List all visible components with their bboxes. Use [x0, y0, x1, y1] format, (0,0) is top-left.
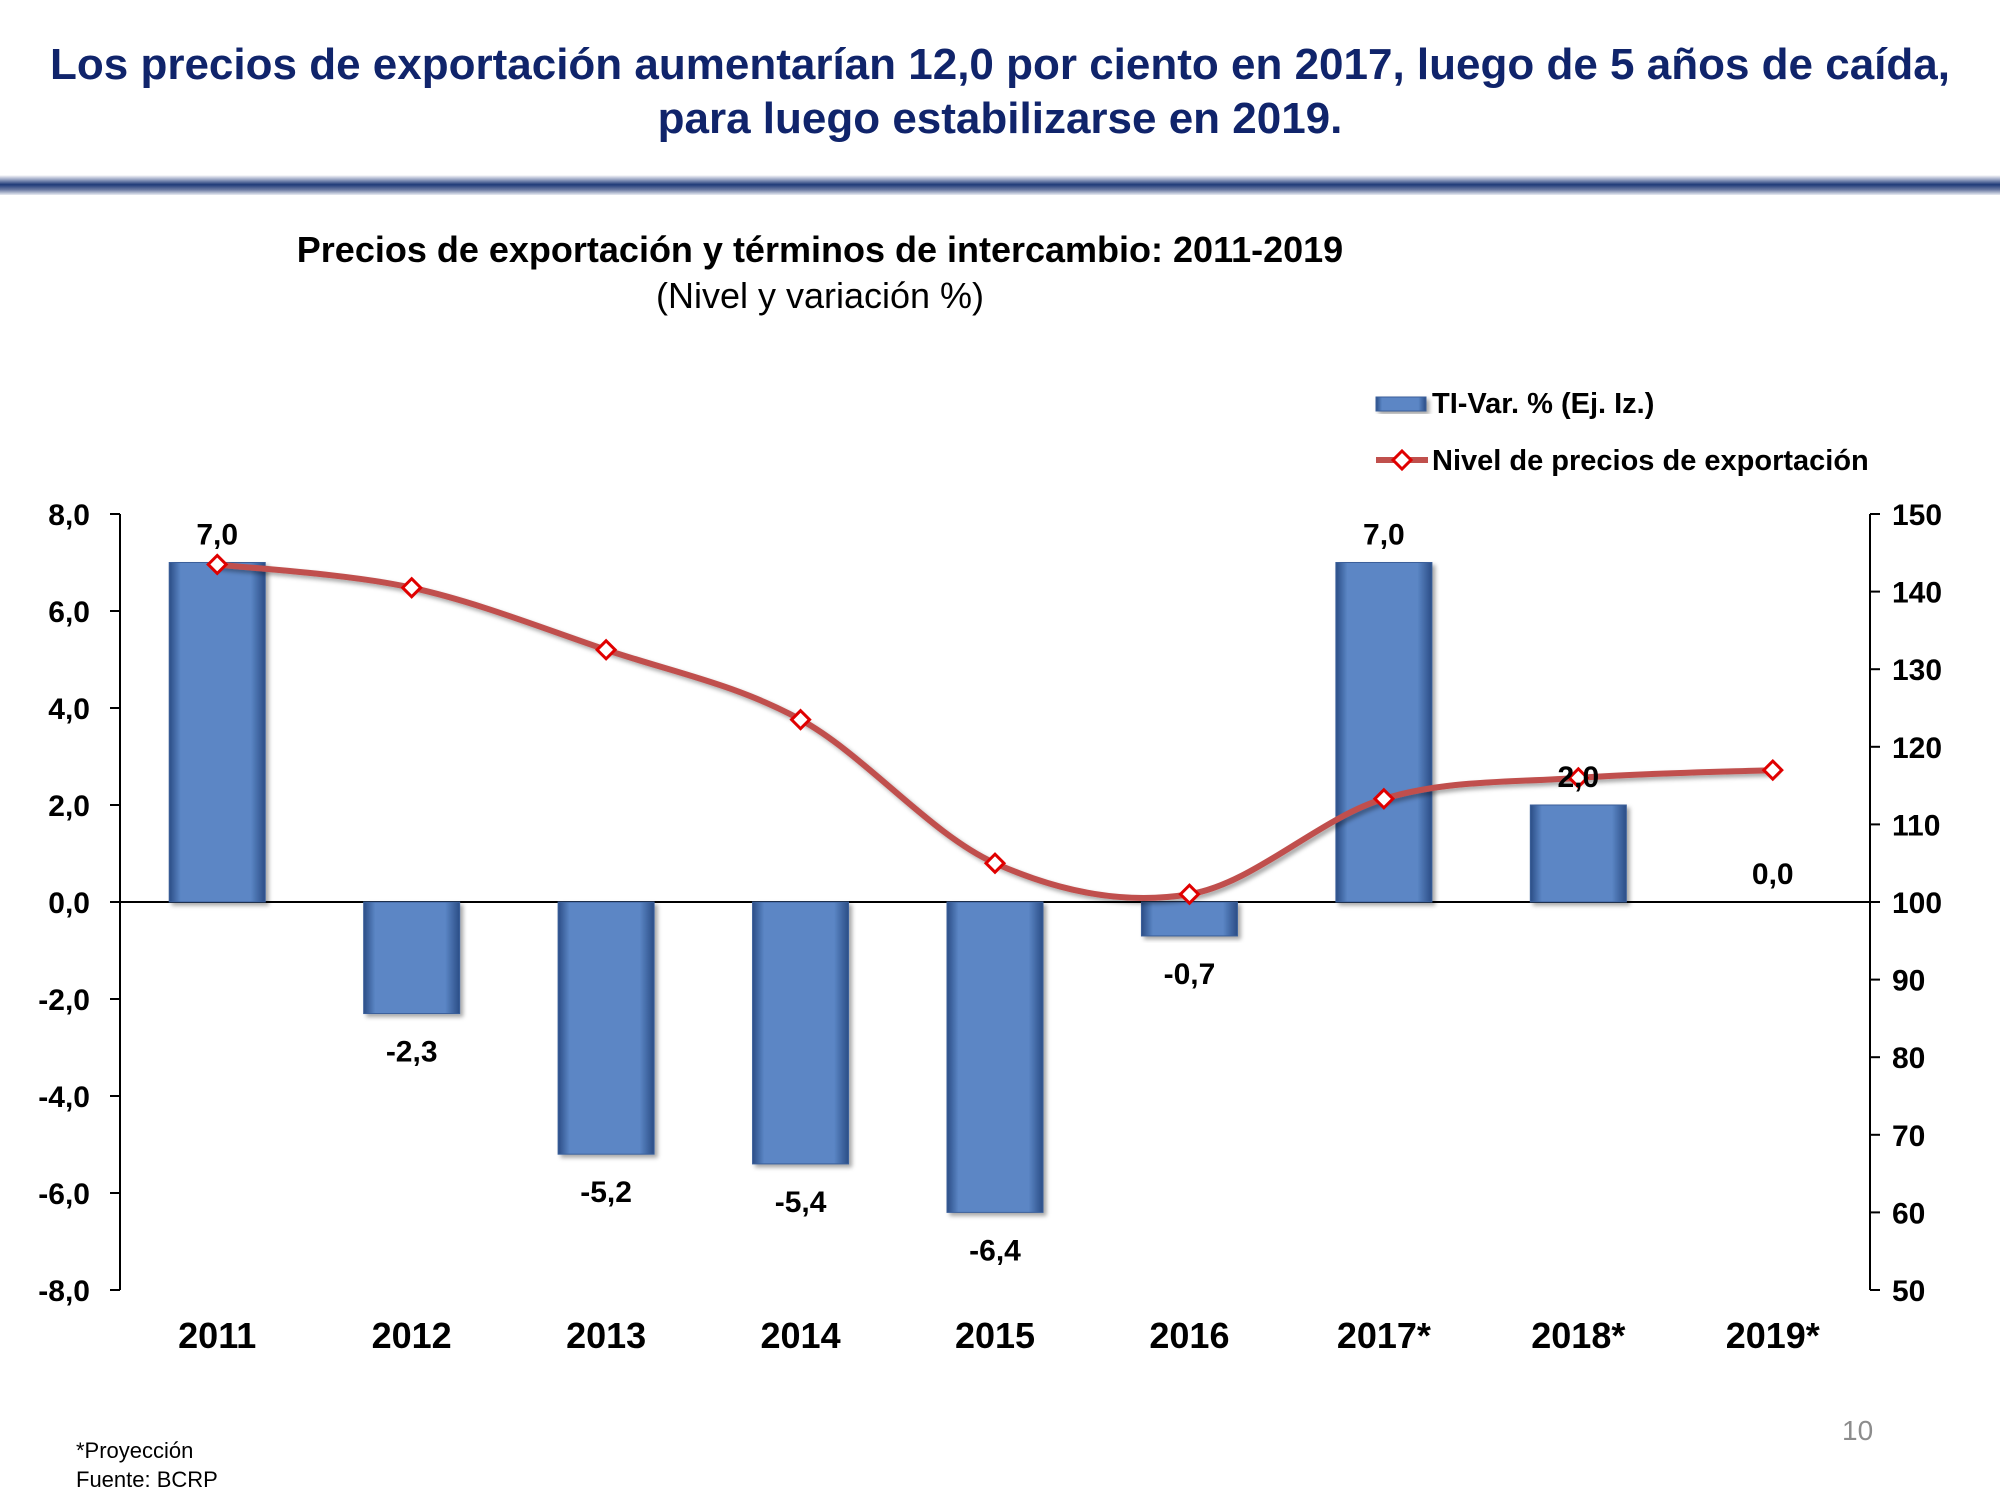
left-tick-label: -4,0	[38, 1081, 90, 1114]
line-marker	[400, 576, 423, 599]
left-tick-label: -8,0	[38, 1275, 90, 1308]
line-marker	[594, 638, 618, 661]
line-series	[206, 553, 1784, 906]
bar-value-label: 2,0	[1557, 761, 1599, 794]
x-tick-label: 2018*	[1531, 1315, 1625, 1356]
page-number: 10	[1842, 1415, 1874, 1446]
left-tick-label: 8,0	[48, 499, 90, 532]
right-tick-label: 110	[1892, 809, 1940, 842]
bar	[557, 901, 655, 1155]
left-tick-label: 0,0	[48, 887, 90, 920]
bar	[946, 901, 1044, 1213]
bar-value-label: 7,0	[1363, 519, 1405, 552]
chart-title: Precios de exportación y términos de int…	[296, 229, 1344, 270]
left-tick-label: 6,0	[48, 596, 90, 629]
left-tick-label: 4,0	[48, 693, 90, 726]
bar	[168, 562, 266, 903]
bar-value-label: -5,4	[775, 1186, 827, 1219]
bar	[1140, 901, 1238, 937]
bar	[363, 901, 461, 1015]
bar-value-label: -2,3	[386, 1036, 438, 1069]
right-tick-label: 140	[1892, 577, 1942, 610]
right-tick-label: 60	[1892, 1197, 1925, 1230]
left-tick-label: -2,0	[38, 984, 90, 1017]
bar	[1335, 562, 1433, 903]
bar-value-label: -0,7	[1164, 958, 1216, 991]
right-tick-label: 150	[1892, 499, 1942, 532]
right-tick-label: 50	[1892, 1275, 1925, 1308]
left-tick-label: 2,0	[48, 790, 90, 823]
right-tick-label: 100	[1892, 887, 1942, 920]
left-tick-label: -6,0	[38, 1178, 90, 1211]
footnote-projection: *Proyección	[76, 1438, 194, 1463]
bar-value-label: 0,0	[1752, 858, 1794, 891]
legend-line-label: Nivel de precios de exportación	[1432, 445, 1869, 477]
line-marker	[1178, 883, 1201, 906]
legend-line-marker	[1390, 448, 1414, 472]
x-tick-label: 2017*	[1337, 1315, 1431, 1356]
right-tick-label: 120	[1892, 732, 1942, 765]
data-labels: 7,0 -2,3 -5,2 -5,4 -6,4 -0,7 7,0 2,0 0,0	[196, 519, 1793, 1268]
x-tick-label: 2019*	[1726, 1315, 1820, 1356]
headline-line-2: para luego estabilizarse en 2019.	[657, 94, 1343, 143]
right-tick-label: 90	[1892, 965, 1925, 998]
x-tick-label: 2013	[566, 1315, 646, 1356]
legend-bar-label: TI-Var. % (Ej. Iz.)	[1432, 388, 1654, 420]
line-marker	[1761, 758, 1784, 782]
slide-headline: Los precios de exportación aumentarían 1…	[0, 38, 2000, 146]
bar	[1529, 804, 1627, 903]
footnote-source: Fuente: BCRP	[76, 1467, 218, 1492]
line-marker	[983, 852, 1007, 875]
line-marker	[206, 553, 229, 576]
x-tick-label: 2014	[761, 1315, 841, 1356]
right-tick-label: 70	[1892, 1120, 1925, 1153]
line-marker	[1372, 787, 1396, 810]
headline-line-1: Los precios de exportación aumentarían 1…	[50, 40, 1950, 89]
legend-bar-swatch	[1375, 396, 1427, 412]
x-tick-label: 2015	[955, 1315, 1035, 1356]
footnote: *Proyección Fuente: BCRP	[76, 1436, 218, 1494]
right-tick-label: 80	[1892, 1042, 1925, 1075]
x-tick-label: 2011	[178, 1315, 256, 1356]
header-divider	[0, 175, 2000, 195]
right-tick-label: 130	[1892, 654, 1942, 687]
bar-value-label: -6,4	[969, 1234, 1021, 1267]
x-tick-label: 2012	[372, 1315, 452, 1356]
bar-series	[168, 562, 1627, 1213]
line-marker	[1567, 766, 1590, 789]
bar	[752, 901, 850, 1165]
legend: TI-Var. % (Ej. Iz.) Nivel de precios de e…	[1375, 388, 1869, 477]
chart-subtitle: (Nivel y variación %)	[655, 275, 985, 316]
bar-value-label: -5,2	[580, 1176, 632, 1209]
bar-value-label: 7,0	[196, 519, 238, 552]
x-tick-label: 2016	[1149, 1315, 1229, 1356]
line-marker	[789, 708, 812, 731]
chart-axes: 8,0 6,0 4,0 2,0 0,0 -2,0 -4,0 -6,0 -8,0 150 140 130…	[38, 499, 1942, 1356]
